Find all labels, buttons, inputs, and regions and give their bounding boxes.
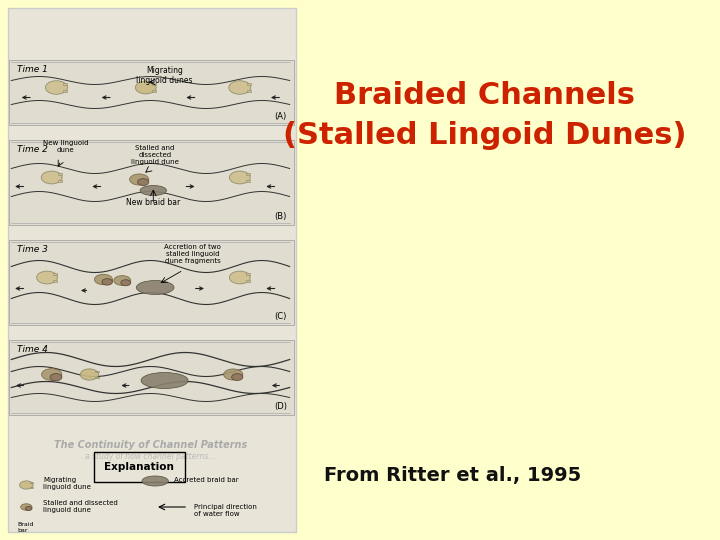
Text: Accretion of two
stalled linguoid
dune fragments: Accretion of two stalled linguoid dune f… bbox=[164, 244, 221, 264]
Text: Principal direction
of water flow: Principal direction of water flow bbox=[194, 504, 256, 517]
Ellipse shape bbox=[141, 373, 188, 388]
FancyArrow shape bbox=[53, 280, 58, 282]
Text: Stalled and
dissected
linguoid dune: Stalled and dissected linguoid dune bbox=[131, 145, 179, 165]
Ellipse shape bbox=[114, 275, 131, 285]
FancyArrow shape bbox=[95, 377, 99, 378]
FancyArrow shape bbox=[53, 273, 58, 275]
FancyArrow shape bbox=[246, 90, 251, 92]
Text: Time 1: Time 1 bbox=[17, 65, 48, 74]
Ellipse shape bbox=[37, 271, 58, 284]
Text: (C): (C) bbox=[274, 312, 287, 321]
Text: Accreted braid bar: Accreted braid bar bbox=[174, 477, 238, 483]
Text: New braid bar: New braid bar bbox=[126, 198, 181, 207]
FancyBboxPatch shape bbox=[7, 8, 296, 532]
Ellipse shape bbox=[19, 481, 33, 489]
Ellipse shape bbox=[140, 186, 166, 195]
Ellipse shape bbox=[45, 81, 68, 94]
Ellipse shape bbox=[232, 374, 243, 381]
FancyArrow shape bbox=[246, 273, 251, 275]
Text: Stalled and dissected
linguoid dune: Stalled and dissected linguoid dune bbox=[43, 500, 118, 513]
FancyArrow shape bbox=[246, 83, 251, 85]
Ellipse shape bbox=[130, 174, 149, 185]
FancyArrow shape bbox=[246, 173, 251, 175]
Ellipse shape bbox=[230, 271, 251, 284]
Ellipse shape bbox=[42, 369, 62, 380]
FancyArrow shape bbox=[63, 90, 68, 92]
Text: From Ritter et al., 1995: From Ritter et al., 1995 bbox=[325, 465, 582, 484]
Ellipse shape bbox=[230, 171, 251, 184]
Ellipse shape bbox=[102, 279, 112, 285]
Bar bbox=[9, 60, 294, 125]
Ellipse shape bbox=[136, 280, 174, 294]
Text: (Stalled Lingoid Dunes): (Stalled Lingoid Dunes) bbox=[282, 120, 686, 150]
FancyArrow shape bbox=[246, 180, 251, 182]
Ellipse shape bbox=[50, 374, 62, 381]
Text: Time 3: Time 3 bbox=[17, 245, 48, 254]
Ellipse shape bbox=[94, 274, 112, 285]
Bar bbox=[9, 240, 294, 325]
FancyArrow shape bbox=[58, 173, 62, 175]
Text: Braid
bar: Braid bar bbox=[17, 522, 33, 533]
Text: Migrating
linguoid dune: Migrating linguoid dune bbox=[43, 477, 91, 490]
Text: Time 2: Time 2 bbox=[17, 145, 48, 154]
Text: Explanation: Explanation bbox=[104, 462, 174, 472]
FancyArrow shape bbox=[58, 180, 62, 182]
Ellipse shape bbox=[138, 179, 149, 185]
FancyArrow shape bbox=[63, 83, 68, 85]
FancyArrow shape bbox=[152, 83, 156, 85]
FancyArrow shape bbox=[30, 482, 33, 483]
Ellipse shape bbox=[121, 280, 131, 286]
Ellipse shape bbox=[21, 504, 32, 510]
Ellipse shape bbox=[135, 81, 156, 94]
Text: (A): (A) bbox=[274, 112, 287, 121]
Ellipse shape bbox=[80, 369, 99, 380]
Text: The Continuity of Channel Patterns: The Continuity of Channel Patterns bbox=[54, 440, 247, 450]
Text: Migrating
linguoid dunes: Migrating linguoid dunes bbox=[136, 66, 193, 85]
Text: (B): (B) bbox=[274, 212, 287, 221]
FancyArrow shape bbox=[246, 280, 251, 282]
Bar bbox=[9, 340, 294, 415]
Text: Time 4: Time 4 bbox=[17, 345, 48, 354]
Text: New linguoid
dune: New linguoid dune bbox=[43, 139, 89, 152]
FancyArrow shape bbox=[30, 487, 33, 488]
FancyArrow shape bbox=[152, 90, 156, 92]
Bar bbox=[9, 140, 294, 225]
Ellipse shape bbox=[224, 369, 243, 380]
Ellipse shape bbox=[41, 171, 62, 184]
Ellipse shape bbox=[142, 476, 168, 486]
FancyArrow shape bbox=[95, 371, 99, 372]
Text: Braided Channels: Braided Channels bbox=[334, 80, 635, 110]
Text: (D): (D) bbox=[274, 402, 287, 411]
Text: a study of how channel patterns...: a study of how channel patterns... bbox=[85, 452, 216, 461]
Ellipse shape bbox=[229, 81, 251, 94]
Ellipse shape bbox=[25, 507, 32, 510]
